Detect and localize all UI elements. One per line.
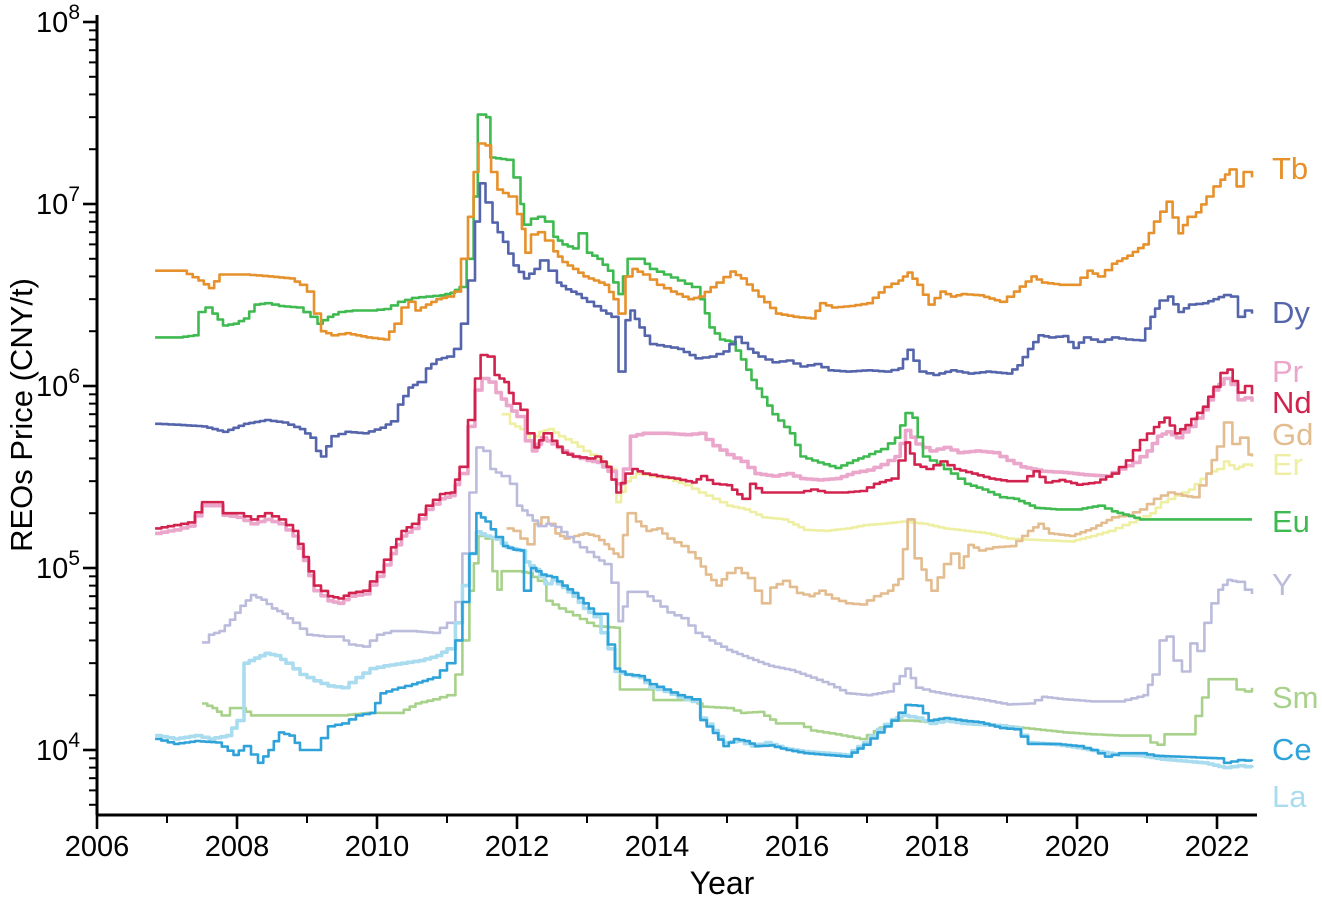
series-label-Sm: Sm (1272, 680, 1319, 715)
series-label-Nd: Nd (1272, 385, 1312, 420)
x-tick-label: 2018 (905, 831, 970, 863)
x-tick-label: 2016 (765, 831, 830, 863)
x-tick-label: 2008 (205, 831, 270, 863)
series-line-Tb (155, 142, 1254, 341)
series-line-Sm (202, 534, 1254, 746)
x-tick-label: 2010 (345, 831, 410, 863)
x-tick-label: 2012 (485, 831, 550, 863)
series-label-Ce: Ce (1272, 732, 1312, 767)
y-tick-label: 106 (36, 365, 80, 403)
series-label-Dy: Dy (1272, 295, 1310, 330)
series-line-Pr (155, 376, 1254, 606)
series-label-Tb: Tb (1272, 151, 1308, 186)
series-line-Ce (155, 511, 1254, 765)
plot-area: 2006 2008 2010 2012 2014 2016 2018 2020 2022 104 1… (36, 1, 1318, 863)
series-label-Er: Er (1272, 447, 1303, 482)
x-tick-label: 2006 (65, 831, 130, 863)
series-line-Gd (506, 421, 1254, 606)
series-line-Eu (155, 113, 1252, 521)
y-tick-label: 104 (36, 729, 80, 767)
series-label-La: La (1272, 779, 1307, 814)
y-axis-title: REOs Price (CNY/t) (4, 278, 39, 552)
series-label-Eu: Eu (1272, 504, 1310, 539)
x-tick-label: 2014 (625, 831, 690, 863)
x-tick-label: 2022 (1185, 831, 1250, 863)
series-label-Gd: Gd (1272, 417, 1313, 452)
y-tick-label: 105 (36, 547, 80, 585)
y-tick-label: 108 (36, 1, 80, 39)
series-line-Er (501, 412, 1254, 543)
x-axis-title: Year (690, 865, 755, 901)
series-line-Y (202, 446, 1254, 706)
series-line-Nd (155, 353, 1254, 600)
series-label-Pr: Pr (1272, 354, 1303, 389)
series-line-Dy (155, 182, 1254, 458)
series-label-Y: Y (1272, 567, 1293, 602)
x-tick-label: 2020 (1045, 831, 1110, 863)
y-tick-label: 107 (36, 183, 80, 221)
